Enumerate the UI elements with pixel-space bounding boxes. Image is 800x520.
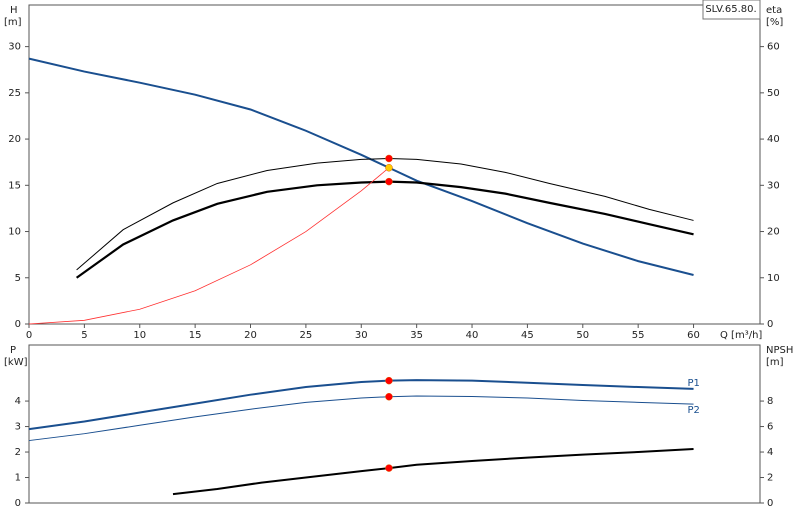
operating-point	[385, 163, 393, 172]
y-tick-label: 4	[15, 396, 21, 407]
curve	[28, 57, 694, 276]
x-axis-label: Q [m³/h]	[720, 330, 762, 341]
y2-tick-label: 2	[767, 473, 773, 484]
y2-tick-label: 40	[767, 134, 780, 145]
y2-axis-unit: [%]	[766, 17, 783, 28]
operating-point	[385, 154, 393, 163]
plot-frame	[28, 4, 761, 325]
x-tick-label: 30	[355, 330, 368, 341]
x-tick-label: 15	[189, 330, 202, 341]
y-axis-label: H	[10, 5, 18, 16]
y-tick-label: 3	[15, 422, 21, 433]
y2-tick-label: 6	[767, 422, 773, 433]
series-label: P2	[688, 405, 700, 416]
y-axis-label: P	[10, 345, 16, 356]
y2-tick-label: 8	[767, 396, 773, 407]
x-tick-label: 55	[632, 330, 645, 341]
plot-frame	[28, 344, 761, 504]
x-tick-label: 45	[521, 330, 534, 341]
operating-point	[385, 376, 393, 385]
series-label: P1	[688, 378, 700, 389]
y2-tick-label: 50	[767, 88, 780, 99]
curve	[75, 180, 694, 279]
x-tick-label: 40	[466, 330, 479, 341]
curve	[28, 167, 390, 325]
y2-axis-label: NPSH	[766, 345, 793, 356]
y-axis-unit: [m]	[4, 17, 22, 28]
y-tick-label: 5	[15, 273, 21, 284]
x-tick-label: 5	[81, 330, 87, 341]
y2-tick-label: 20	[767, 227, 780, 238]
x-tick-label: 35	[410, 330, 423, 341]
y-tick-label: 20	[8, 134, 21, 145]
operating-point	[385, 464, 393, 472]
y-tick-label: 0	[15, 498, 21, 509]
y-tick-label: 10	[8, 227, 21, 238]
y-tick-label: 0	[15, 319, 21, 330]
y-tick-label: 2	[15, 447, 21, 458]
title-box	[702, 0, 761, 20]
x-tick-label: 0	[26, 330, 32, 341]
y-tick-label: 25	[8, 88, 21, 99]
x-tick-label: 10	[133, 330, 146, 341]
x-tick-label: 50	[576, 330, 589, 341]
x-tick-label: 60	[687, 330, 700, 341]
y2-tick-label: 10	[767, 273, 780, 284]
x-tick-label: 20	[244, 330, 257, 341]
y-axis-unit: [kW]	[4, 357, 28, 368]
chart-title: SLV.65.80.	[705, 4, 756, 15]
y-tick-label: 30	[8, 42, 21, 53]
curve	[172, 447, 694, 496]
operating-point	[385, 177, 393, 186]
y2-axis-label: eta	[766, 5, 782, 16]
y2-tick-label: 0	[767, 319, 773, 330]
curve	[28, 395, 694, 442]
y2-tick-label: 4	[767, 447, 773, 458]
y2-tick-label: 60	[767, 42, 780, 53]
y-tick-label: 1	[15, 473, 21, 484]
operating-point	[385, 392, 393, 401]
y-tick-label: 15	[8, 180, 21, 191]
y2-tick-label: 0	[767, 498, 773, 509]
y2-axis-unit: [m]	[766, 357, 784, 368]
x-tick-label: 25	[300, 330, 313, 341]
curve	[28, 379, 694, 431]
y2-tick-label: 30	[767, 180, 780, 191]
